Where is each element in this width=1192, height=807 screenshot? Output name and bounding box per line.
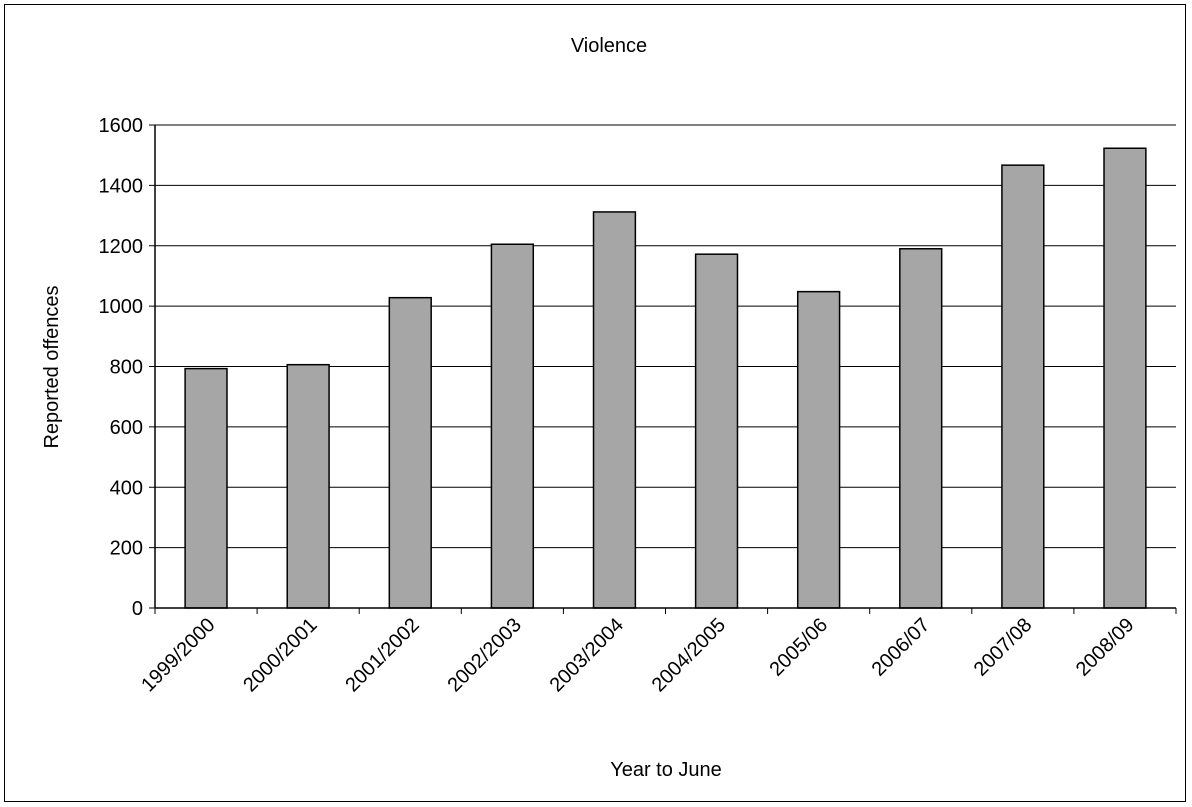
x-tick-label: 2000/2001 <box>239 614 321 696</box>
y-tick-label: 0 <box>132 598 143 620</box>
bars <box>184 147 1147 609</box>
y-tick-label: 600 <box>110 417 143 439</box>
x-tick-label: 1999/2000 <box>137 614 219 696</box>
y-tick-label: 800 <box>110 357 143 379</box>
y-tick-labels: 0 200 400 600 800 1000 1200 1400 1600 <box>99 115 144 620</box>
y-tick-label: 1000 <box>99 296 144 318</box>
bar <box>592 211 637 609</box>
y-tick-label: 200 <box>110 538 143 560</box>
bar <box>388 296 432 609</box>
y-tick-label: 1200 <box>99 236 144 258</box>
bar <box>1001 164 1045 609</box>
bar <box>899 248 943 609</box>
bar <box>286 363 330 609</box>
bar <box>694 253 739 609</box>
x-tick-label: 2006/07 <box>868 614 935 681</box>
y-tick-label: 1600 <box>99 115 144 137</box>
bar <box>1103 147 1147 609</box>
bar <box>184 367 228 609</box>
x-tick-label: 2004/2005 <box>648 614 730 696</box>
x-tick-label: 2003/2004 <box>546 614 628 696</box>
chart-title: Violence <box>571 35 647 57</box>
y-axis-label: Reported offences <box>41 285 63 448</box>
y-tick-label: 1400 <box>99 175 144 197</box>
bar <box>490 243 535 609</box>
x-tick-label: 2007/08 <box>970 614 1037 681</box>
x-tick-label: 2002/2003 <box>443 614 525 696</box>
bar <box>796 290 841 609</box>
x-tick-label: 2001/2002 <box>341 614 423 696</box>
axes <box>149 124 1177 614</box>
y-tick-label: 400 <box>110 477 143 499</box>
x-tick-label: 2005/06 <box>766 614 833 681</box>
x-tick-label: 2008/09 <box>1072 614 1139 681</box>
x-axis-label: Year to June <box>610 759 722 781</box>
x-tick-labels: 1999/2000 2000/2001 2001/2002 2002/2003 2003… <box>137 614 1138 696</box>
